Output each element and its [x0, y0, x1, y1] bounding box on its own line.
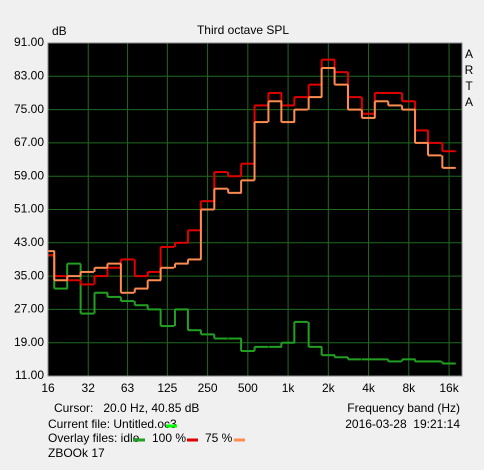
chart-title: Third octave SPL: [197, 23, 289, 37]
x-tick-label: 16: [41, 381, 55, 395]
y-tick-label: 59.00: [14, 168, 44, 182]
overlay-label: Overlay files: idle: [48, 431, 140, 445]
x-tick-label: 1k: [282, 381, 296, 395]
y-tick-label: 43.00: [14, 235, 44, 249]
x-tick-label: 63: [121, 381, 135, 395]
y-tick-label: 67.00: [14, 135, 44, 149]
y-tick-label: 51.00: [14, 202, 44, 216]
timestamp: 2016-03-28 19:21:14: [345, 417, 460, 431]
y-tick-label: 91.00: [14, 35, 44, 49]
y-tick-label: 83.00: [14, 68, 44, 82]
x-axis-label: Frequency band (Hz): [347, 401, 460, 415]
y-axis-label: dB: [52, 24, 67, 38]
y-tick-label: 27.00: [14, 302, 44, 316]
legend-label: 100 %: [152, 431, 186, 445]
y-tick-label: 11.00: [15, 368, 44, 382]
x-tick-label: 125: [157, 381, 177, 395]
x-tick-label: 8k: [402, 381, 416, 395]
y-tick-label: 75.00: [14, 102, 44, 116]
plot: [48, 43, 462, 376]
x-tick-label: 500: [238, 381, 258, 395]
x-tick-label: 2k: [322, 381, 336, 395]
x-tick-label: 4k: [362, 381, 376, 395]
y-tick-label: 19.00: [14, 335, 44, 349]
device: ZBOOk 17: [48, 446, 105, 460]
legend-label: 75 %: [205, 431, 233, 445]
cursor-readout: Cursor: 20.0 Hz, 40.85 dB: [54, 401, 199, 415]
current-file: Current file: Untitled.oc3: [48, 417, 177, 431]
x-tick-label: 16k: [439, 381, 459, 395]
y-tick-label: 35.00: [14, 268, 44, 282]
plot-border: [47, 42, 463, 377]
x-tick-label: 32: [82, 381, 96, 395]
x-tick-label: 250: [198, 381, 218, 395]
brand: ARTA: [462, 47, 476, 111]
